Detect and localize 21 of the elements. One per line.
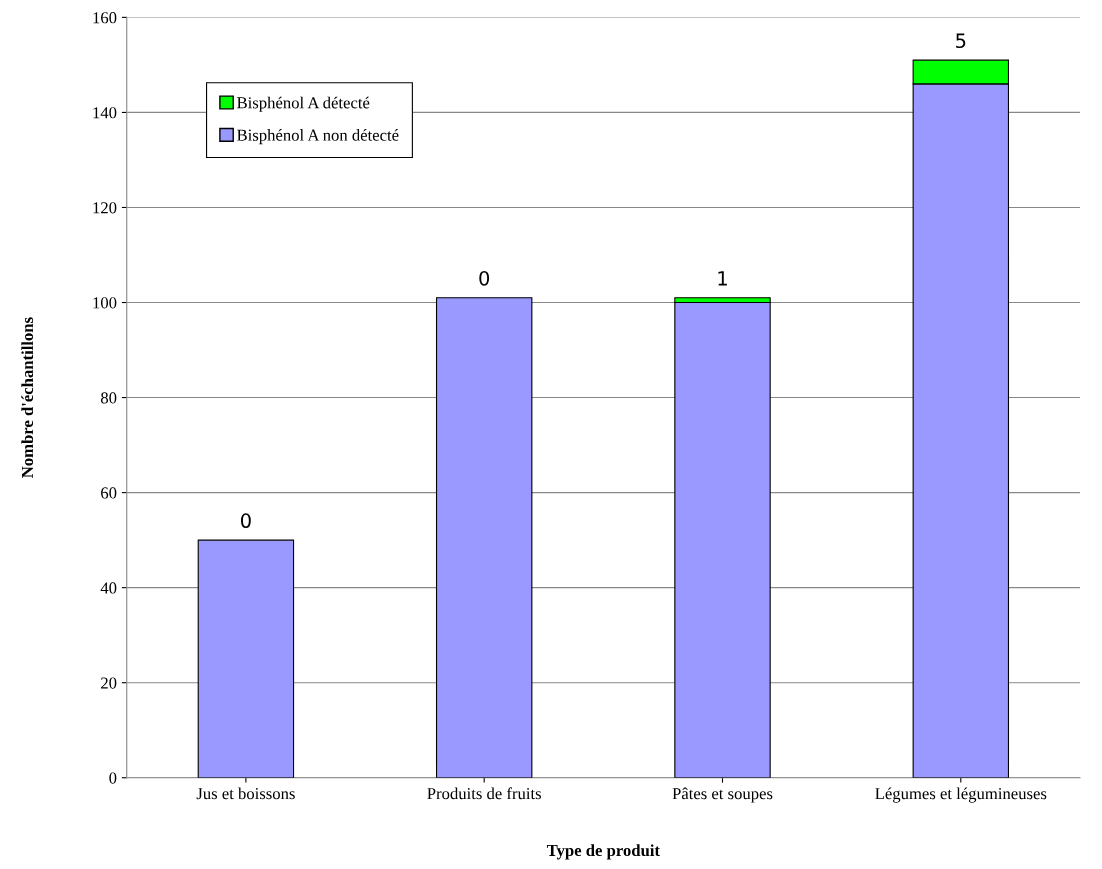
legend-label: Bisphénol A détecté <box>237 96 370 112</box>
y-tick-label: 120 <box>93 202 117 214</box>
data-label: 0 <box>240 513 251 529</box>
y-tick-label: 100 <box>93 297 117 309</box>
x-tick-label: Légumes et légumineuses <box>875 787 1047 803</box>
legend-label: Bisphénol A non détecté <box>237 129 399 145</box>
data-label: 5 <box>956 33 966 49</box>
y-tick-label: 160 <box>93 12 117 24</box>
y-tick-label: 60 <box>101 487 117 499</box>
data-label: 0 <box>479 270 490 286</box>
data-label: 1 <box>718 271 727 286</box>
y-tick-label: 20 <box>101 677 117 689</box>
x-tick-label: Pâtes et soupes <box>672 787 773 803</box>
x-tick-label: Produits de fruits <box>427 787 541 800</box>
y-tick-label: 80 <box>100 392 117 404</box>
y-tick-label: 0 <box>109 772 117 784</box>
y-axis-title: Nombre d'échantillons <box>21 317 34 478</box>
x-axis-title: Type de produit <box>546 844 660 860</box>
y-tick-label: 40 <box>100 582 117 594</box>
x-tick-label: Jus et boissons <box>196 787 295 800</box>
y-tick-label: 140 <box>93 107 117 119</box>
